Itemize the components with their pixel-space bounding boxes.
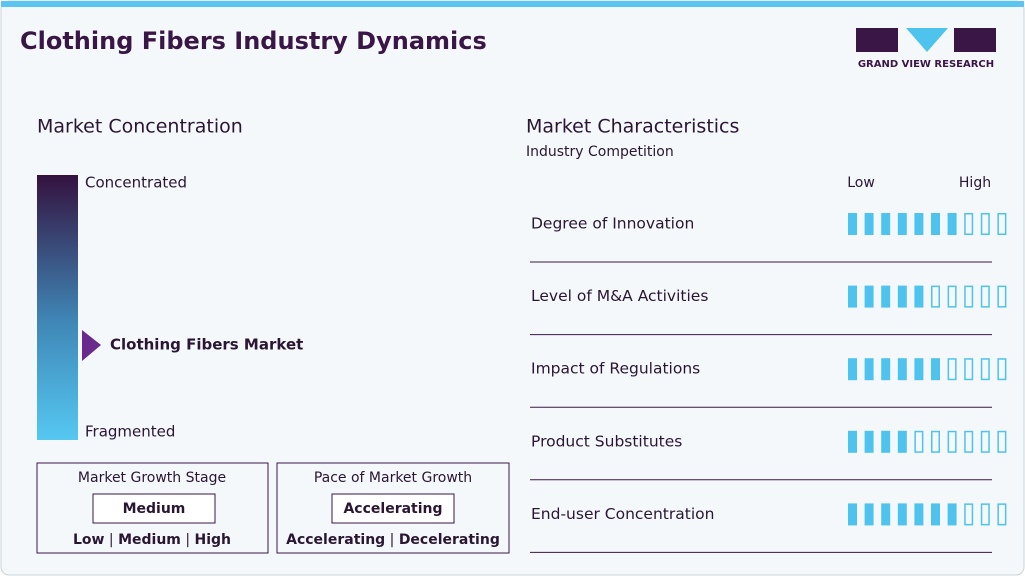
box-title: Pace of Market Growth xyxy=(314,470,472,486)
empty-segment xyxy=(997,213,1007,235)
level-segment xyxy=(848,430,857,453)
high-label: High xyxy=(959,175,991,191)
level-segment xyxy=(848,503,857,526)
logo-text: GRAND VIEW RESEARCH xyxy=(858,59,994,70)
level-segment xyxy=(897,503,907,526)
low-label: Low xyxy=(847,175,875,191)
row-label: Degree of Innovation xyxy=(531,215,694,233)
level-segment xyxy=(881,285,891,308)
logo: GRAND VIEW RESEARCH xyxy=(856,28,996,70)
options: Accelerating | Decelerating xyxy=(286,532,500,548)
level-segment xyxy=(914,213,924,235)
empty-segment xyxy=(980,430,990,453)
option: High xyxy=(195,532,232,548)
row-label: Product Substitutes xyxy=(531,432,682,450)
growth-stage-box xyxy=(36,462,269,554)
level-segment xyxy=(881,358,891,381)
empty-segment xyxy=(964,358,974,381)
level-segment xyxy=(864,358,874,381)
row-label: Level of M&A Activities xyxy=(531,287,708,305)
value-box xyxy=(92,493,216,524)
level-segment xyxy=(864,285,874,308)
level-segment xyxy=(931,503,940,526)
box-value: Medium xyxy=(123,501,186,517)
separator: | xyxy=(104,532,118,548)
top-bar xyxy=(1,1,1024,7)
concentration-bar xyxy=(37,175,78,440)
level-segment xyxy=(914,285,924,308)
level-segment xyxy=(897,430,907,453)
empty-segment xyxy=(947,430,957,453)
empty-segment xyxy=(947,285,957,308)
level-segment xyxy=(864,213,874,235)
option: Accelerating xyxy=(286,532,385,548)
level-segment xyxy=(897,213,907,235)
empty-segment xyxy=(980,358,990,381)
level-segment xyxy=(947,213,957,235)
level-segment xyxy=(914,358,924,381)
box-value: Accelerating xyxy=(343,501,442,517)
row-label: End-user Concentration xyxy=(531,505,714,523)
level-segment xyxy=(897,358,907,381)
level-segment xyxy=(897,285,907,308)
empty-segment xyxy=(931,430,940,453)
level-segment xyxy=(881,503,891,526)
box-title: Market Growth Stage xyxy=(78,470,226,486)
level-segment xyxy=(881,430,891,453)
empty-segment xyxy=(964,285,974,308)
empty-segment xyxy=(980,503,990,526)
level-segment xyxy=(947,503,957,526)
empty-segment xyxy=(980,213,990,235)
level-segment xyxy=(931,358,940,381)
concentration-top: Concentrated xyxy=(85,174,187,192)
option: Medium xyxy=(118,532,181,548)
level-segment xyxy=(848,358,857,381)
options: Low | Medium | High xyxy=(73,532,231,548)
level-segment xyxy=(848,213,857,235)
section-title: Market Characteristics xyxy=(526,116,739,138)
level-segment xyxy=(881,213,891,235)
empty-segment xyxy=(997,358,1007,381)
marker-label: Clothing Fibers Market xyxy=(110,336,303,354)
empty-segment xyxy=(947,358,957,381)
marker xyxy=(82,330,101,361)
empty-segment xyxy=(980,285,990,308)
empty-segment xyxy=(931,285,940,308)
section-subtitle: Industry Competition xyxy=(526,144,674,160)
empty-segment xyxy=(997,430,1007,453)
level-segment xyxy=(914,503,924,526)
empty-segment xyxy=(964,213,974,235)
empty-segment xyxy=(997,503,1007,526)
concentration-bottom: Fragmented xyxy=(85,423,175,441)
option: Low xyxy=(73,532,105,548)
separator: | xyxy=(181,532,195,548)
row-label: Impact of Regulations xyxy=(531,360,700,378)
empty-segment xyxy=(964,430,974,453)
empty-segment xyxy=(964,503,974,526)
option: Decelerating xyxy=(399,532,500,548)
level-segment xyxy=(848,285,857,308)
section-title: Market Concentration xyxy=(37,116,243,138)
growth-pace-box xyxy=(276,462,510,554)
empty-segment xyxy=(997,285,1007,308)
level-segment xyxy=(864,503,874,526)
empty-segment xyxy=(914,430,924,453)
level-segment xyxy=(864,430,874,453)
level-segment xyxy=(931,213,940,235)
value-box xyxy=(331,493,455,524)
title: Clothing Fibers Industry Dynamics xyxy=(20,27,487,55)
separator: | xyxy=(385,532,399,548)
